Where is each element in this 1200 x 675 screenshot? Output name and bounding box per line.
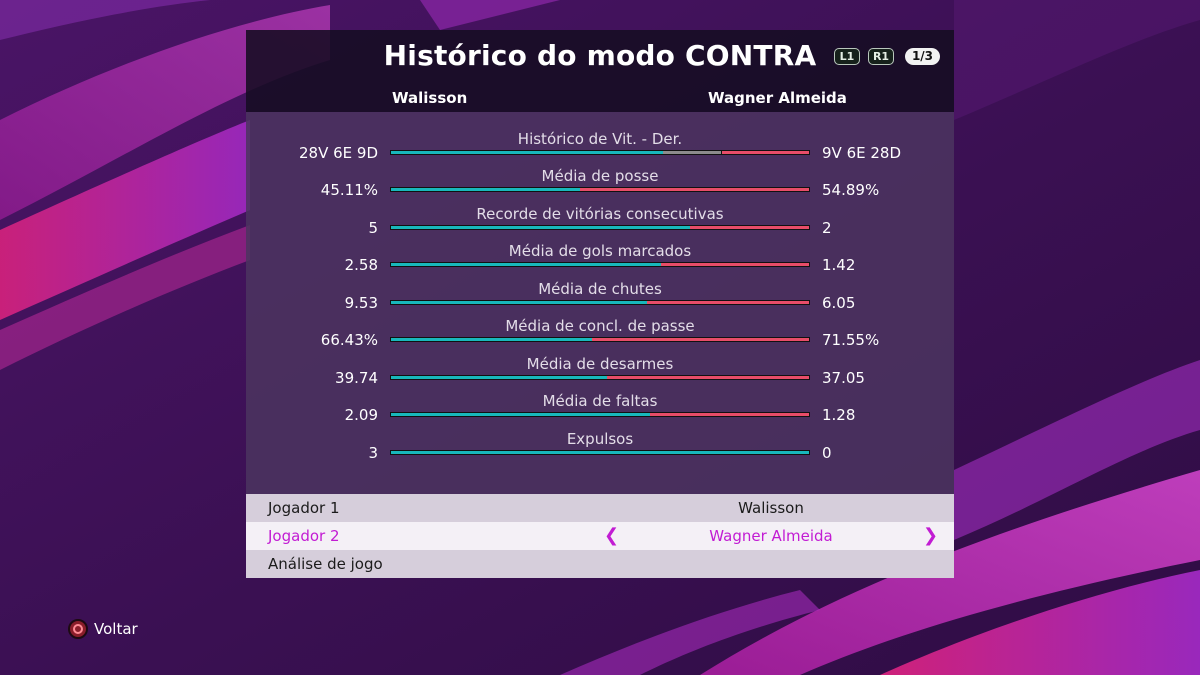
stat-value-player-1: 5 (368, 219, 378, 237)
stat-row-win-draw-loss: Histórico de Vit. - Der. 28V 6E 9D 9V 6E… (246, 130, 954, 168)
comparison-bar (390, 150, 810, 155)
stat-row-goals: Média de gols marcados 2.58 1.42 (246, 242, 954, 280)
stat-label: Média de chutes (538, 280, 662, 298)
bar-segment-player-1 (391, 338, 593, 341)
bar-segment-player-1 (391, 226, 690, 229)
menu-item-label: Análise de jogo (268, 555, 383, 573)
comparison-bar (390, 187, 810, 192)
stat-row-fouls: Média de faltas 2.09 1.28 (246, 392, 954, 430)
bar-segment-player-2 (607, 376, 809, 379)
bar-segment-player-2 (579, 188, 809, 191)
comparison-bar (390, 225, 810, 230)
stat-label: Recorde de vitórias consecutivas (476, 205, 724, 223)
bar-segment-player-2 (660, 263, 809, 266)
bar-segment-player-2 (592, 338, 809, 341)
stat-row-tackles: Média de desarmes 39.74 37.05 (246, 355, 954, 393)
comparison-bar (390, 337, 810, 342)
bar-segment-draws (663, 151, 722, 154)
player-select-menu: Jogador 1 Walisson Jogador 2 ❮ Wagner Al… (246, 494, 954, 578)
panel-header: Histórico do modo CONTRA L1 R1 1/3 Walis… (246, 30, 954, 112)
stat-value-player-2: 0 (822, 444, 832, 462)
stat-value-player-2: 54.89% (822, 181, 880, 199)
menu-item-value: Walisson (738, 499, 804, 517)
stat-value-player-1: 2.58 (344, 256, 378, 274)
menu-item-player-2[interactable]: Jogador 2 ❮ Wagner Almeida ❯ (246, 522, 954, 550)
menu-item-value: Wagner Almeida (709, 527, 833, 545)
stat-value-player-1: 66.43% (320, 331, 378, 349)
stat-value-player-2: 9V 6E 28D (822, 144, 901, 162)
bar-segment-player-1 (391, 188, 580, 191)
menu-item-player-1[interactable]: Jogador 1 Walisson (246, 494, 954, 522)
stat-value-player-1: 45.11% (320, 181, 378, 199)
stats-list: Histórico de Vit. - Der. 28V 6E 9D 9V 6E… (246, 112, 954, 494)
comparison-bar (390, 300, 810, 305)
bar-segment-player-2 (646, 301, 809, 304)
menu-item-match-analysis[interactable]: Análise de jogo (246, 550, 954, 578)
comparison-bar (390, 412, 810, 417)
stat-row-win-streak: Recorde de vitórias consecutivas 5 2 (246, 205, 954, 243)
menu-item-label: Jogador 2 (268, 527, 340, 545)
menu-item-label: Jogador 1 (268, 499, 340, 517)
arrow-left-icon[interactable]: ❮ (604, 525, 620, 546)
stat-value-player-2: 1.42 (822, 256, 856, 274)
comparison-bar (390, 375, 810, 380)
bar-segment-player-2 (721, 151, 809, 154)
bar-segment-player-1 (391, 301, 647, 304)
stat-row-red-cards: Expulsos 3 0 (246, 430, 954, 468)
stat-label: Média de posse (541, 167, 659, 185)
bar-segment-player-1 (391, 263, 661, 266)
stat-value-player-2: 2 (822, 219, 832, 237)
circle-button-icon (68, 619, 88, 639)
comparison-bar (390, 450, 810, 455)
stat-value-player-2: 37.05 (822, 369, 865, 387)
back-label: Voltar (94, 620, 138, 638)
player-2-name: Wagner Almeida (708, 89, 847, 107)
stat-label: Histórico de Vit. - Der. (517, 130, 683, 148)
player-1-name: Walisson (392, 89, 468, 107)
page-indicator: 1/3 (905, 48, 940, 65)
stat-row-possession: Média de posse 45.11% 54.89% (246, 167, 954, 205)
stat-value-player-2: 71.55% (822, 331, 880, 349)
stat-value-player-1: 3 (368, 444, 378, 462)
stat-label: Expulsos (566, 430, 634, 448)
page-title: Histórico do modo CONTRA (383, 39, 817, 72)
stat-value-player-2: 1.28 (822, 406, 856, 424)
stat-value-player-1: 28V 6E 9D (299, 144, 378, 162)
stat-value-player-1: 39.74 (335, 369, 378, 387)
stat-label: Média de concl. de passe (505, 317, 695, 335)
bar-segment-player-1 (391, 376, 608, 379)
stat-row-shots: Média de chutes 9.53 6.05 (246, 280, 954, 318)
bar-segment-player-1 (391, 413, 651, 416)
stat-value-player-1: 2.09 (344, 406, 378, 424)
bar-segment-player-2 (650, 413, 809, 416)
stat-value-player-2: 6.05 (822, 294, 856, 312)
bar-segment-player-1 (391, 451, 809, 454)
r1-button-icon[interactable]: R1 (868, 48, 894, 65)
comparison-bar (390, 262, 810, 267)
bar-segment-player-1 (391, 151, 664, 154)
arrow-right-icon[interactable]: ❯ (923, 525, 939, 546)
versus-history-panel: Histórico do modo CONTRA L1 R1 1/3 Walis… (246, 30, 954, 578)
stat-label: Média de desarmes (526, 355, 674, 373)
stat-row-pass-completion: Média de concl. de passe 66.43% 71.55% (246, 317, 954, 355)
stat-label: Média de gols marcados (508, 242, 692, 260)
stat-label: Média de faltas (542, 392, 658, 410)
stat-value-player-1: 9.53 (344, 294, 378, 312)
l1-button-icon[interactable]: L1 (834, 48, 860, 65)
bar-segment-player-2 (689, 226, 809, 229)
